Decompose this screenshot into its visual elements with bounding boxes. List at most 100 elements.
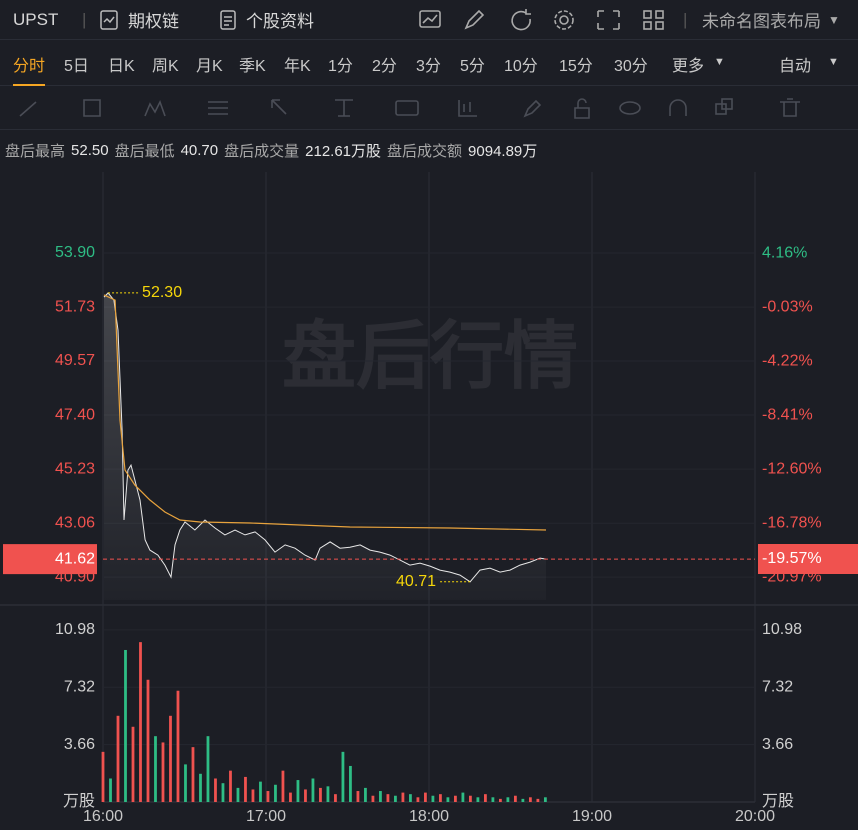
- last-price-box: [3, 544, 97, 575]
- stat-label: 盘后成交额: [387, 142, 463, 160]
- volume-bar: [124, 649, 127, 802]
- period-tab[interactable]: 5日: [64, 58, 89, 75]
- volume-bar: [536, 798, 540, 802]
- volume-bar: [439, 794, 442, 802]
- volume-bar: [176, 690, 180, 802]
- period-tab[interactable]: 季K: [239, 58, 266, 75]
- volume-bar: [214, 778, 217, 802]
- volume-bar: [341, 751, 345, 802]
- period-tab[interactable]: 1分: [328, 58, 353, 75]
- volume-bar: [191, 747, 195, 802]
- symbol[interactable]: UPST: [13, 9, 59, 29]
- y2-tick-label: 4.16%: [762, 244, 807, 261]
- stat-label: 盘后最高: [5, 142, 66, 160]
- icon: [220, 10, 236, 30]
- volume-bar: [364, 787, 367, 802]
- period-tab[interactable]: 更多: [672, 58, 705, 75]
- y-tick-label: 47.40: [55, 406, 95, 423]
- volume-bar: [371, 795, 375, 802]
- tab[interactable]: 期权链: [128, 12, 179, 31]
- y-tick-label: 49.57: [55, 352, 95, 369]
- mode-select[interactable]: 自动: [779, 58, 812, 75]
- volume-tick-label: 7.32: [762, 678, 793, 695]
- drawing-toolbar: [0, 86, 858, 130]
- x-tick-label: 18:00: [409, 808, 449, 825]
- volume-bar: [334, 794, 337, 802]
- y-tick-label: 51.73: [55, 298, 95, 315]
- volume-bar: [304, 789, 307, 802]
- volume-tick-label: 10.98: [762, 621, 802, 638]
- y2-tick-label: -12.60%: [762, 460, 822, 477]
- x-tick-label: 20:00: [735, 808, 775, 825]
- stat-label: 盘后最低: [114, 142, 175, 160]
- volume-bar: [521, 798, 525, 802]
- volume-bar: [184, 764, 187, 802]
- volume-bar: [409, 794, 412, 802]
- tab[interactable]: 个股资料: [246, 12, 314, 31]
- volume-bar: [289, 792, 292, 802]
- volume-bar: [513, 795, 517, 802]
- volume-bar: [154, 736, 157, 802]
- period-bar: 分时 5日 日K 周K 月K 季K 年K 1分 2分 3分 5分 10分 15分 30分 更多 ▼ 自动 ▼: [0, 40, 858, 86]
- volume-bar: [506, 797, 510, 802]
- period-tab[interactable]: 年K: [284, 58, 311, 75]
- volume-bar: [483, 794, 487, 802]
- volume-bar: [311, 778, 315, 802]
- volume-bar: [169, 715, 172, 802]
- caret: ▼: [828, 56, 839, 68]
- watermark: 盘后行情: [282, 315, 578, 398]
- period-tab[interactable]: 3分: [416, 58, 441, 75]
- volume-bar: [251, 789, 255, 802]
- volume-bar: [491, 797, 495, 802]
- period-tab[interactable]: 15分: [559, 58, 593, 75]
- stat-value: 40.70: [180, 141, 219, 159]
- last-price-label: 41.62: [55, 550, 95, 567]
- annotation-label: 52.30: [142, 284, 182, 301]
- volume-bar: [266, 791, 270, 802]
- stats-bar: 盘后最高 52.50 盘后最低 40.70 盘后成交量 212.61万股 盘后成交额 9094…: [0, 130, 858, 170]
- y-tick-label: 43.06: [55, 514, 95, 531]
- stat-label: 盘后成交量: [224, 142, 300, 160]
- period-tab[interactable]: 5分: [460, 58, 485, 75]
- volume-bar: [109, 778, 112, 802]
- volume-bar: [296, 780, 300, 802]
- volume-bar: [379, 791, 382, 802]
- volume-bar: [416, 797, 420, 802]
- y2-tick-label: -0.03%: [762, 298, 813, 315]
- volume-bar: [543, 797, 547, 802]
- volume-bar: [394, 795, 397, 802]
- price-area: [103, 292, 547, 600]
- volume-bar: [206, 736, 210, 802]
- last-change-box: [758, 544, 858, 575]
- period-tab[interactable]: 日K: [108, 58, 135, 75]
- layout-name[interactable]: 未命名图表布局: [702, 12, 821, 31]
- volume-bar: [431, 795, 435, 802]
- volume-bar: [424, 792, 427, 802]
- volume-bar: [386, 794, 390, 802]
- volume-bar: [469, 795, 472, 802]
- volume-bar: [326, 786, 330, 802]
- y-tick-label: 53.90: [55, 244, 95, 261]
- period-tab[interactable]: 30分: [614, 58, 648, 75]
- y2-tick-label: -4.22%: [762, 352, 813, 369]
- toolbar-icons[interactable]: [418, 8, 668, 32]
- volume-bar: [498, 798, 502, 802]
- period-tab[interactable]: 月K: [196, 58, 223, 75]
- volume-bar: [221, 783, 225, 802]
- x-tick-label: 19:00: [572, 808, 612, 825]
- period-tab[interactable]: 周K: [152, 58, 179, 75]
- period-tab[interactable]: 分时: [13, 52, 46, 86]
- volume-bar: [139, 642, 142, 802]
- caret: ▼: [714, 56, 725, 68]
- annotation-label: 40.71: [396, 573, 436, 590]
- volume-bar: [461, 792, 465, 802]
- volume-bar: [101, 751, 105, 802]
- volume-bar: [454, 795, 457, 802]
- volume-bar: [281, 770, 285, 802]
- period-tab[interactable]: 10分: [504, 58, 538, 75]
- period-tab[interactable]: 2分: [372, 58, 397, 75]
- stat-value: 212.61万股: [305, 142, 382, 160]
- volume-tick-label: 万股: [762, 792, 794, 810]
- drawing-tools[interactable]: [0, 86, 858, 130]
